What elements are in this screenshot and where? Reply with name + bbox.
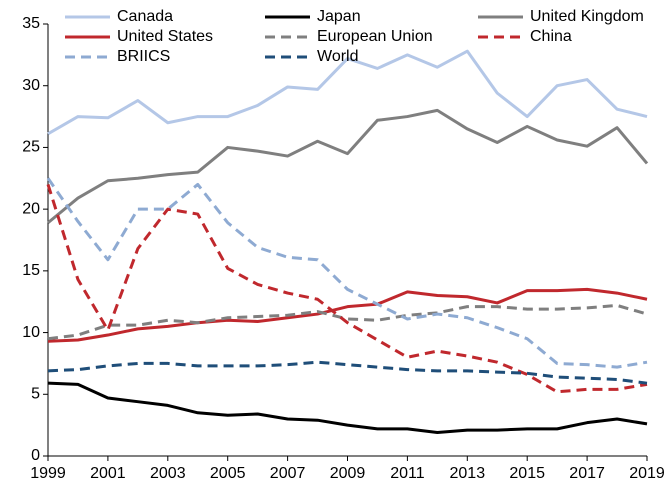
y-tick-label: 0 bbox=[31, 447, 40, 464]
series-line bbox=[47, 303, 648, 341]
legend-label: Canada bbox=[117, 8, 173, 25]
x-tick-label: 2013 bbox=[450, 465, 486, 482]
series-line bbox=[47, 49, 648, 136]
legend-label: World bbox=[317, 48, 359, 65]
x-tick-label: 2011 bbox=[390, 465, 425, 482]
legend-label: United States bbox=[117, 28, 213, 45]
x-tick-label: 2015 bbox=[509, 465, 545, 482]
legend-label: United Kingdom bbox=[530, 8, 644, 25]
y-tick-label: 30 bbox=[22, 77, 40, 94]
x-tick-label: 1999 bbox=[30, 465, 66, 482]
x-tick-label: 2019 bbox=[629, 465, 665, 482]
series-line bbox=[47, 360, 648, 385]
series-line bbox=[46, 184, 648, 394]
x-tick-label: 2003 bbox=[150, 465, 186, 482]
y-tick-label: 20 bbox=[22, 200, 40, 217]
y-tick-label: 15 bbox=[22, 262, 40, 279]
y-tick-label: 5 bbox=[31, 386, 40, 403]
legend-label: BRIICS bbox=[117, 48, 170, 65]
y-tick-label: 35 bbox=[22, 15, 40, 32]
series-line bbox=[47, 108, 649, 224]
y-tick-label: 25 bbox=[22, 139, 40, 156]
x-tick-label: 2005 bbox=[210, 465, 246, 482]
y-tick-label: 10 bbox=[22, 324, 40, 341]
x-tick-label: 2001 bbox=[90, 465, 126, 482]
series-line bbox=[47, 381, 648, 435]
series-line bbox=[47, 287, 648, 343]
legend-label: European Union bbox=[317, 28, 433, 45]
x-tick-label: 2007 bbox=[270, 465, 306, 482]
x-tick-label: 2009 bbox=[330, 465, 366, 482]
legend-label: China bbox=[530, 28, 572, 45]
x-tick-label: 2017 bbox=[569, 465, 605, 482]
legend-label: Japan bbox=[317, 8, 361, 25]
series-line bbox=[46, 177, 648, 369]
